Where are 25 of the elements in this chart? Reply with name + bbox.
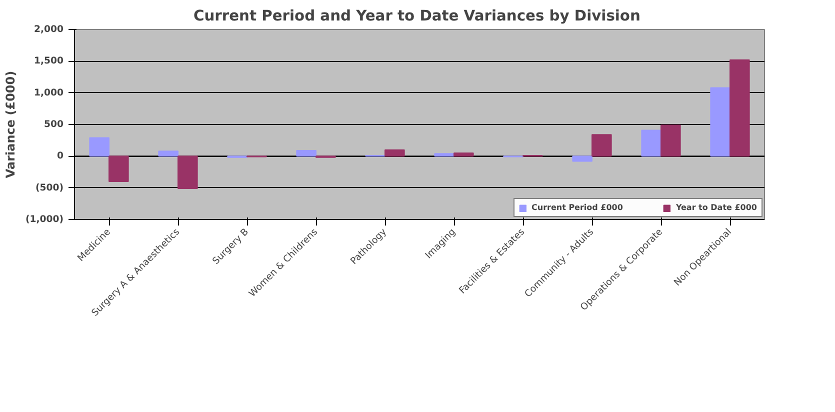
bar: [572, 156, 592, 162]
bar: [592, 134, 612, 157]
y-tick-label: 0: [57, 150, 64, 162]
bar: [384, 149, 405, 157]
bar: [178, 156, 198, 189]
y-tick-label: 500: [44, 119, 64, 130]
y-tick-label: 1,500: [34, 56, 64, 67]
bar: [296, 150, 316, 157]
y-tick-label: 1,000: [34, 87, 64, 98]
chart-title: Current Period and Year to Date Variances by Division: [193, 8, 640, 24]
bar: [660, 124, 681, 157]
bar: [89, 137, 110, 157]
bar: [710, 87, 730, 157]
legend-label: Current Period £000: [532, 203, 623, 212]
bar: [641, 130, 662, 157]
bar: [434, 153, 454, 157]
y-tick-label: 2,000: [34, 24, 64, 35]
legend-label: Year to Date £000: [676, 203, 757, 212]
bar: [730, 59, 750, 157]
y-tick-label: (1,000): [25, 214, 64, 225]
bar: [108, 156, 129, 182]
bar: [454, 152, 474, 157]
bar: [158, 150, 178, 157]
y-axis-title: Variance (£000): [3, 70, 18, 178]
y-tick-label: (500): [36, 182, 64, 194]
